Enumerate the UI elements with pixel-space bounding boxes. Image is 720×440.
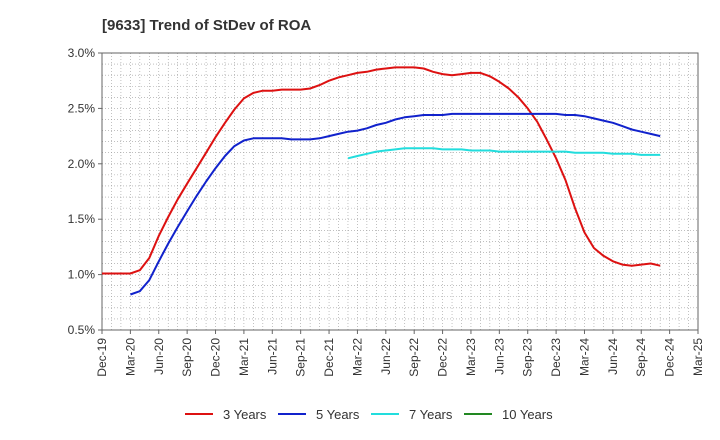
- y-tick-label: 1.5%: [68, 212, 96, 226]
- plot-frame: [101, 52, 699, 331]
- y-tick-label: 1.0%: [68, 268, 96, 282]
- x-tick-label: Jun-22: [379, 338, 393, 375]
- y-tick-label: 2.0%: [68, 157, 96, 171]
- x-tick-label: Sep-20: [180, 338, 194, 377]
- x-tick-label: Jun-20: [152, 338, 166, 375]
- x-tick-label: Mar-23: [464, 338, 478, 376]
- x-tick-label: Jun-23: [492, 338, 506, 375]
- y-tick-label: 2.5%: [68, 101, 96, 115]
- x-tick-label: Jun-24: [606, 338, 620, 375]
- x-tick-label: Mar-24: [577, 338, 591, 376]
- x-tick-label: Sep-22: [407, 338, 421, 377]
- chart-title: [9633] Trend of StDev of ROA: [102, 17, 311, 34]
- x-tick-label: Sep-24: [634, 338, 648, 377]
- x-tick-label: Dec-20: [209, 338, 223, 377]
- x-tick-label: Dec-21: [322, 338, 336, 377]
- x-tick-label: Dec-23: [549, 338, 563, 377]
- x-tick-label: Sep-23: [521, 338, 535, 377]
- x-axis: Dec-19 Mar-20 Jun-20 Sep-20 Dec-20 Mar-21 Jun-…: [95, 330, 705, 377]
- y-axis: 0.5% 1.0% 1.5% 2.0% 2.5% 3.0%: [68, 46, 102, 337]
- series-line-1: [130, 112, 661, 296]
- y-tick-label: 0.5%: [68, 323, 96, 337]
- x-tick-label: Mar-22: [350, 338, 364, 376]
- legend-label: 7 Years: [409, 407, 453, 422]
- x-tick-label: Sep-21: [294, 338, 308, 377]
- y-tick-label: 3.0%: [68, 46, 96, 60]
- series-line-0: [102, 66, 661, 275]
- legend: 3 Years 5 Years 7 Years 10 Years: [185, 407, 553, 422]
- legend-label: 3 Years: [223, 407, 267, 422]
- grid: [102, 53, 698, 330]
- x-tick-label: Dec-24: [663, 338, 677, 377]
- legend-label: 10 Years: [502, 407, 553, 422]
- x-tick-label: Dec-19: [95, 338, 109, 377]
- legend-label: 5 Years: [316, 407, 360, 422]
- x-tick-label: Jun-21: [265, 338, 279, 375]
- x-tick-label: Dec-22: [436, 338, 450, 377]
- x-tick-label: Mar-20: [123, 338, 137, 376]
- x-tick-label: Mar-21: [237, 338, 251, 376]
- series-lines: [102, 66, 661, 296]
- series-line-2: [347, 147, 661, 160]
- x-tick-label: Mar-25: [691, 338, 705, 376]
